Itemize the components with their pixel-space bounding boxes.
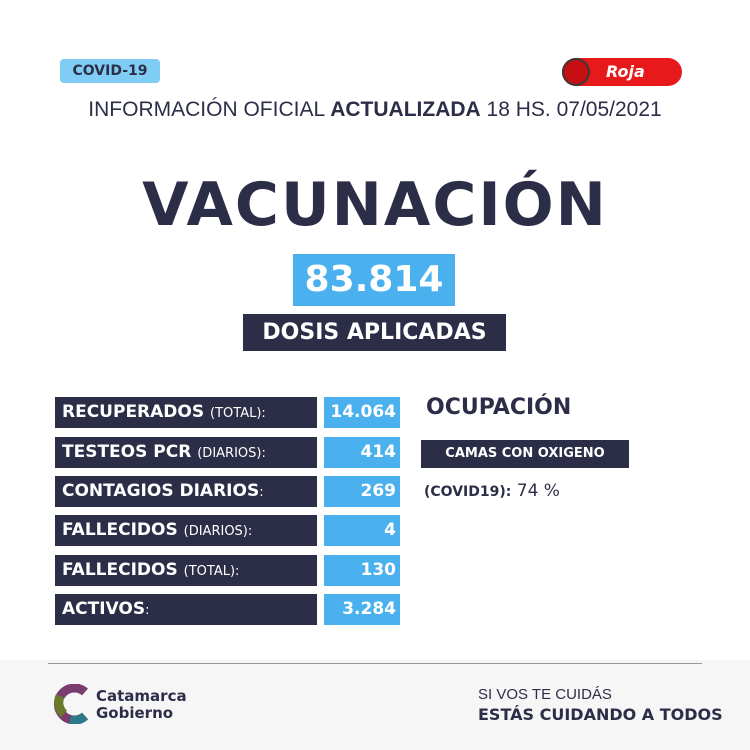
info-prefix: INFORMACIÓN OFICIAL [88, 98, 325, 121]
alert-level-indicator: Roja [562, 58, 682, 86]
divider [48, 663, 702, 664]
slogan: SI VOS TE CUIDÁS ESTÁS CUIDANDO A TODOS [478, 686, 723, 724]
occupancy-title: OCUPACIÓN [426, 395, 572, 420]
info-date: 18 HS. 07/05/2021 [486, 98, 662, 121]
stat-label: ACTIVOS: [55, 594, 317, 625]
stat-value: 3.284 [324, 594, 400, 625]
occupancy-box: CAMAS CON OXIGENO [421, 440, 629, 468]
covid-badge: COVID-19 [60, 59, 160, 83]
brand-name: Catamarca Gobierno [96, 687, 187, 722]
stat-value: 269 [324, 476, 400, 507]
stat-value: 130 [324, 555, 400, 586]
stat-label: FALLECIDOS (DIARIOS): [55, 515, 317, 546]
occupancy-value: (COVID19): 74 % [424, 481, 560, 501]
catamarca-logo-icon [53, 684, 89, 724]
info-bold: ACTUALIZADA [330, 98, 481, 121]
stat-label: FALLECIDOS (TOTAL): [55, 555, 317, 586]
stat-value: 414 [324, 437, 400, 468]
stat-label: RECUPERADOS (TOTAL): [55, 397, 317, 428]
red-light-icon [562, 58, 590, 86]
stat-value: 14.064 [324, 397, 400, 428]
doses-label: DOSIS APLICADAS [243, 314, 506, 351]
stat-value: 4 [324, 515, 400, 546]
stat-label: CONTAGIOS DIARIOS: [55, 476, 317, 507]
alert-level: Roja [606, 62, 645, 81]
update-info: INFORMACIÓN OFICIAL ACTUALIZADA 18 HS. 0… [0, 98, 750, 122]
stat-label: TESTEOS PCR (DIARIOS): [55, 437, 317, 468]
footer [0, 660, 750, 750]
doses-count: 83.814 [293, 254, 455, 306]
occupancy-label: (COVID19): [424, 484, 512, 500]
page-title: VACUNACIÓN [142, 170, 608, 240]
occupancy-percent: 74 % [516, 481, 560, 501]
